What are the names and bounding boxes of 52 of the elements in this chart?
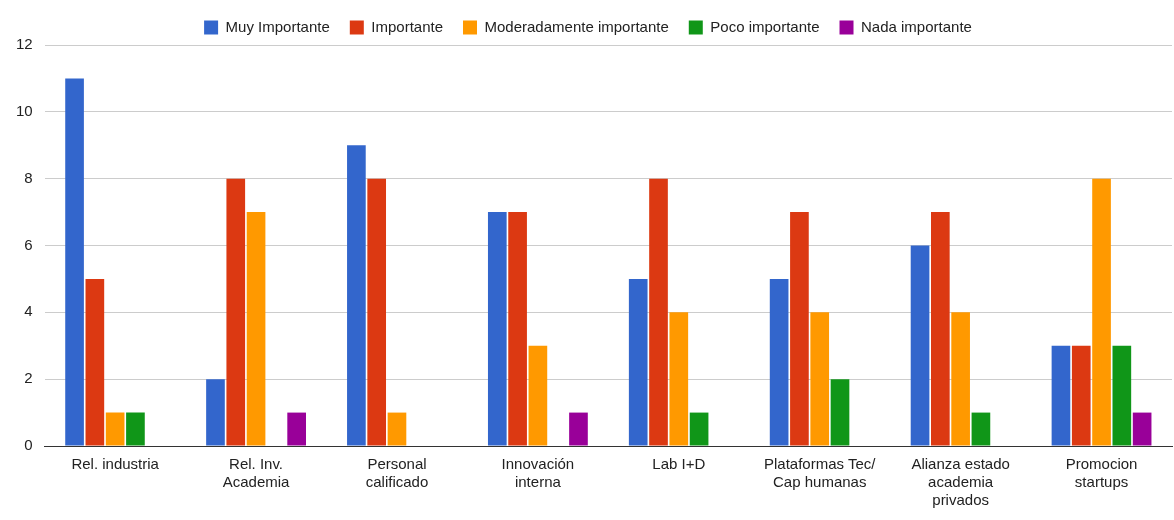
bar xyxy=(487,212,507,446)
x-tick-label: Promocion startups xyxy=(1065,455,1138,491)
bar xyxy=(226,178,246,446)
bar xyxy=(951,312,970,446)
bar xyxy=(347,145,366,446)
bar xyxy=(830,379,850,446)
y-tick-label: 12 xyxy=(16,35,33,53)
bar xyxy=(126,412,145,446)
bar xyxy=(669,312,689,446)
y-tick-label: 6 xyxy=(24,235,33,253)
bar xyxy=(790,212,809,446)
legend-label: Importante xyxy=(371,17,444,35)
legend-label: Muy Importante xyxy=(225,17,330,35)
legend-label: Moderadamente importante xyxy=(484,17,669,35)
bar xyxy=(931,212,950,446)
bar xyxy=(367,178,387,446)
y-tick-label: 8 xyxy=(24,168,33,186)
bar xyxy=(246,212,266,446)
bar xyxy=(287,412,306,446)
bar xyxy=(1051,345,1071,446)
x-tick-label: Innovación interna xyxy=(501,455,575,491)
legend-label: Nada importante xyxy=(861,17,972,35)
x-tick-label: Personal calificado xyxy=(365,455,429,491)
y-tick-label: 4 xyxy=(24,302,33,320)
bar xyxy=(1112,345,1132,446)
bar xyxy=(971,412,991,446)
bar xyxy=(1092,178,1111,446)
bar xyxy=(628,278,648,446)
bar xyxy=(508,212,527,446)
y-tick-label: 10 xyxy=(16,101,33,119)
bar xyxy=(387,412,407,446)
bar xyxy=(910,245,930,446)
y-tick-label: 0 xyxy=(24,436,33,454)
bar xyxy=(65,78,84,446)
bar xyxy=(649,178,668,446)
bar xyxy=(528,345,548,446)
bar xyxy=(689,412,709,446)
bar xyxy=(569,412,588,446)
x-tick-label: Lab I+D xyxy=(652,455,706,473)
y-tick-label: 2 xyxy=(24,369,33,387)
bar xyxy=(810,312,830,446)
x-tick-label: Rel. industria xyxy=(71,455,160,473)
x-tick-label: Rel. Inv. Academia xyxy=(222,455,291,491)
bar xyxy=(85,278,105,446)
legend-label: Poco importante xyxy=(710,17,820,35)
x-tick-label: Plataformas Tec/ Cap humanas xyxy=(763,455,877,491)
bar xyxy=(769,278,789,446)
bar xyxy=(105,412,125,446)
bar xyxy=(1071,345,1091,446)
x-tick-label: Alianza estado academia privados xyxy=(911,455,1010,509)
bar xyxy=(1132,412,1152,446)
bar xyxy=(206,379,225,446)
